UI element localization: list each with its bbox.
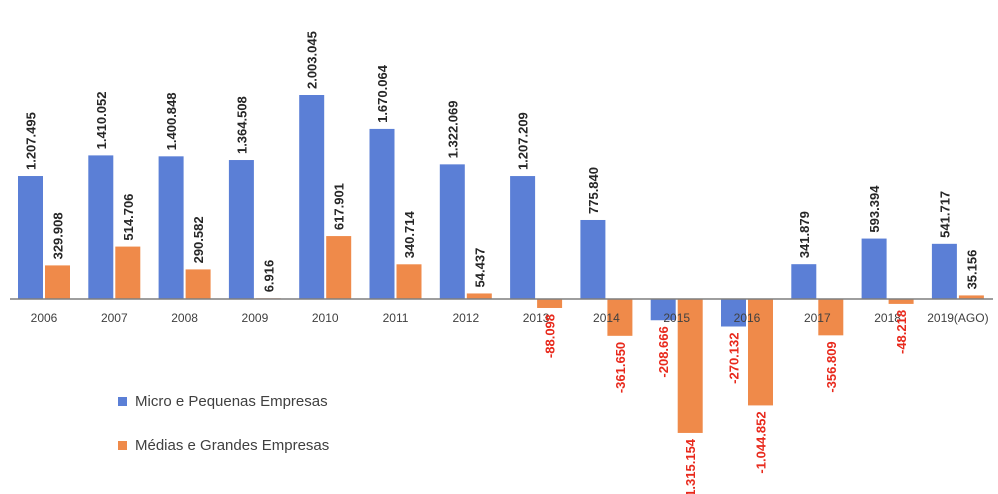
- x-tick-label: 2019(AGO): [927, 311, 988, 325]
- x-tick-label: 2011: [383, 311, 409, 325]
- bar-micro-pequenas: [369, 128, 395, 299]
- bar-medias-grandes: [326, 236, 352, 299]
- data-label: 1.207.209: [516, 112, 531, 170]
- x-tick-label: 2013: [523, 311, 550, 325]
- x-tick-label: 2009: [242, 311, 269, 325]
- data-label: 341.879: [797, 211, 812, 258]
- x-tick-label: 2014: [593, 311, 620, 325]
- bar-medias-grandes: [958, 295, 984, 299]
- legend-item-micro: Micro e Pequenas Empresas: [118, 392, 329, 410]
- data-label: 1.670.064: [375, 64, 390, 123]
- legend-label-medias: Médias e Grandes Empresas: [135, 436, 330, 454]
- data-label: 329.908: [51, 212, 66, 259]
- x-tick-label: 2010: [312, 311, 339, 325]
- data-label: -208.666: [656, 326, 671, 377]
- data-label: 1.410.052: [94, 92, 109, 150]
- bar-micro-pequenas: [439, 164, 465, 299]
- bar-medias-grandes: [45, 265, 70, 299]
- data-label: 593.394: [867, 185, 882, 233]
- legend-label-micro: Micro e Pequenas Empresas: [135, 392, 328, 410]
- data-label: -48.218: [894, 310, 909, 354]
- data-label: 541.717: [937, 191, 952, 238]
- bar-micro-pequenas: [228, 160, 254, 299]
- bar-medias-grandes: [748, 299, 773, 406]
- bar-micro-pequenas: [861, 238, 887, 299]
- bar-micro-pequenas: [18, 176, 43, 299]
- x-tick-label: 2008: [171, 311, 198, 325]
- bar-medias-grandes: [115, 246, 141, 299]
- x-tick-label: 2006: [31, 311, 58, 325]
- bar-micro-pequenas: [299, 95, 325, 299]
- x-tick-label: 2015: [663, 311, 690, 325]
- bar-micro-pequenas: [650, 299, 676, 321]
- x-tick-label: 2007: [101, 311, 128, 325]
- data-label: 1.322.069: [445, 101, 460, 159]
- legend-swatch-micro: [118, 396, 127, 406]
- bar-medias-grandes: [818, 299, 844, 336]
- data-label: 35.156: [964, 250, 979, 290]
- bar-micro-pequenas: [580, 219, 606, 299]
- data-label: 6.916: [261, 260, 276, 293]
- x-axis-tick-labels: 2006 2007 2008 2009 2010 2011 2012 2013 2014 2015…: [31, 311, 989, 325]
- data-label: -356.809: [824, 341, 839, 392]
- data-label: 290.582: [191, 216, 206, 263]
- bar-medias-grandes: [537, 299, 563, 308]
- bar-medias-grandes: [888, 299, 914, 304]
- data-label: 1.364.508: [234, 96, 249, 154]
- bar-micro-pequenas: [158, 156, 184, 299]
- bar-medias-grandes: [185, 269, 211, 299]
- bar-micro-pequenas: [510, 176, 536, 299]
- data-label: -270.132: [727, 333, 742, 384]
- data-label: 340.714: [402, 211, 417, 259]
- data-label: -361.650: [613, 342, 628, 393]
- data-label: 54.437: [472, 248, 487, 288]
- bar-medias-grandes: [396, 264, 422, 299]
- x-tick-label: 2017: [804, 311, 831, 325]
- x-tick-label: 2018: [874, 311, 901, 325]
- bar-micro-pequenas: [721, 299, 746, 327]
- data-label: -1.315.154: [683, 438, 698, 494]
- bar-medias-grandes: [466, 293, 492, 299]
- bar-medias-grandes: [677, 299, 703, 433]
- data-label: 775.840: [586, 167, 601, 214]
- bar-micro-pequenas: [931, 243, 957, 299]
- data-label: -88.098: [543, 314, 558, 358]
- bar-medias-grandes: [607, 299, 633, 336]
- data-label: 1.400.848: [164, 92, 179, 150]
- data-label: 514.706: [121, 194, 136, 241]
- bar-micro-pequenas: [791, 264, 817, 299]
- legend-item-medias: Médias e Grandes Empresas: [118, 436, 329, 454]
- x-tick-label: 2016: [734, 311, 761, 325]
- data-label: -1.044.852: [754, 411, 769, 473]
- bars-group: [18, 95, 984, 433]
- data-label: 617.901: [332, 183, 347, 230]
- x-tick-label: 2012: [452, 311, 479, 325]
- data-label: 1.207.495: [24, 112, 39, 170]
- legend-swatch-medias: [118, 440, 127, 450]
- bar-micro-pequenas: [88, 155, 114, 299]
- data-labels-group: 1.207.495 329.908 1.410.052 514.706 1.400.84…: [24, 31, 980, 494]
- legend: Micro e Pequenas Empresas Médias e Grand…: [118, 392, 329, 480]
- data-label: 2.003.045: [305, 31, 320, 89]
